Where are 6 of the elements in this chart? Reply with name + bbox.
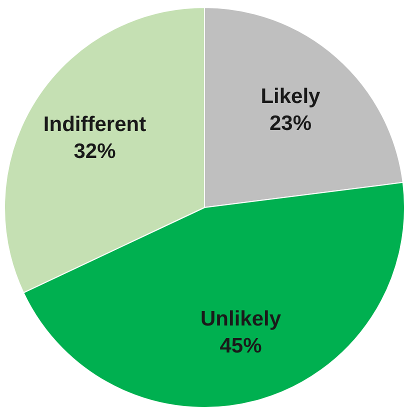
slice-label: Unlikely bbox=[200, 307, 282, 330]
data-label: 32% bbox=[74, 140, 116, 163]
data-label: 45% bbox=[220, 334, 262, 358]
data-label: 23% bbox=[269, 112, 312, 135]
slice-label: Indifferent bbox=[43, 112, 146, 136]
slice-label: Likely bbox=[260, 84, 321, 108]
